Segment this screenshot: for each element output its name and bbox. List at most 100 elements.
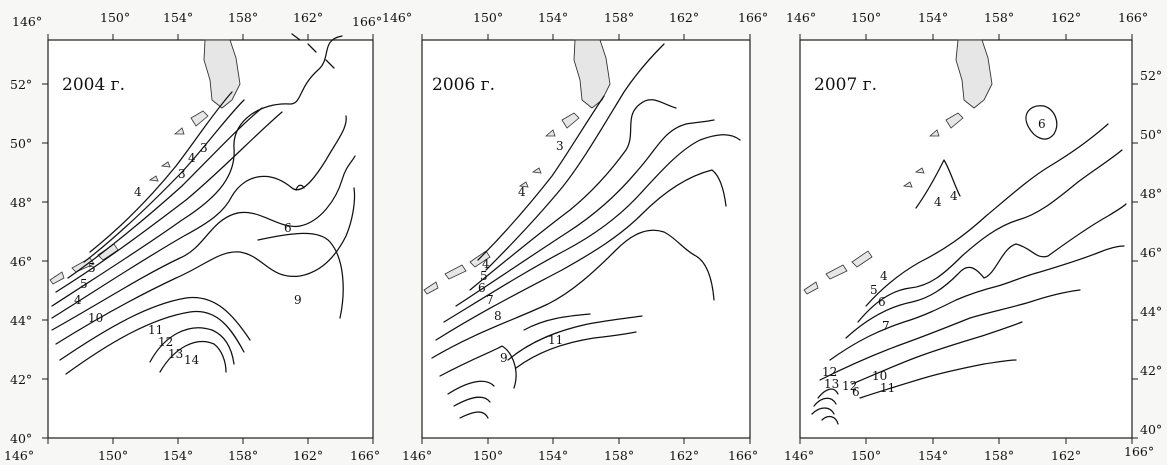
y-tick-label: 46° xyxy=(10,254,32,269)
isoline xyxy=(83,99,245,263)
isoline xyxy=(291,33,335,69)
contour-label: 6 xyxy=(478,281,486,295)
panel2-x-ticks xyxy=(421,34,751,444)
contour-label: 10 xyxy=(88,311,103,325)
kamchatka-coast xyxy=(203,39,241,109)
x-tick-label: 146° xyxy=(784,448,814,463)
island xyxy=(423,281,439,295)
isoline xyxy=(857,149,1123,323)
island xyxy=(190,110,209,127)
panel1-y-ticks xyxy=(42,83,48,439)
contour-label: 13 xyxy=(824,377,839,391)
x-tick-label: 150° xyxy=(473,448,503,463)
isoline xyxy=(845,203,1127,339)
x-tick-label: 158° xyxy=(604,10,634,25)
island xyxy=(148,175,159,182)
island xyxy=(173,127,185,135)
island xyxy=(531,167,542,174)
contour-label: 5 xyxy=(80,277,88,291)
x-tick-label: 146° xyxy=(786,10,816,25)
contour-label: 5 xyxy=(870,283,878,297)
isoline xyxy=(51,115,347,319)
kamchatka-coast xyxy=(573,39,611,109)
island xyxy=(945,112,964,129)
panel1-x-ticks xyxy=(47,34,374,444)
panel3-x-ticks xyxy=(799,34,1133,444)
island xyxy=(561,112,580,129)
kamchatka-coast xyxy=(955,39,993,109)
contour-label: 12 xyxy=(822,365,837,379)
contour-label: 11 xyxy=(148,323,163,337)
map-panel-2007: 4 4 6 4 5 6 7 10 11 12 13 12 6 2007 г. 1… xyxy=(728,10,1162,463)
x-tick-label: 154° xyxy=(918,448,948,463)
x-tick-label: 154° xyxy=(163,448,193,463)
map-panel-2004: 3 4 3 4 5 5 4 10 11 12 13 14 6 9 2004 г.… xyxy=(4,10,382,463)
y-tick-label: 44° xyxy=(10,313,32,328)
y-tick-label: 44° xyxy=(1140,304,1162,319)
isoline xyxy=(439,345,517,389)
isoline xyxy=(55,187,356,345)
y-tick-label: 48° xyxy=(10,195,32,210)
x-tick-label: 150° xyxy=(851,10,881,25)
isoline xyxy=(51,35,343,307)
x-tick-label: 158° xyxy=(984,448,1014,463)
isoline xyxy=(469,99,677,291)
x-tick-label: 162° xyxy=(293,448,323,463)
x-tick-label: 146° xyxy=(402,448,432,463)
isoline xyxy=(443,134,741,323)
contour-label: 6 xyxy=(1038,117,1046,131)
contour-label: 7 xyxy=(882,319,890,333)
island xyxy=(444,264,467,280)
contour-label: 6 xyxy=(878,295,886,309)
x-tick-label: 150° xyxy=(473,10,503,25)
x-tick-label: 158° xyxy=(604,448,634,463)
y-tick-label: 40° xyxy=(10,431,32,446)
isoline xyxy=(819,289,1081,381)
contour-label: 13 xyxy=(168,347,183,361)
panel-frame xyxy=(799,39,1133,439)
x-tick-label: 154° xyxy=(918,10,948,25)
island xyxy=(851,250,873,268)
isoline xyxy=(447,380,495,419)
contour-label: 4 xyxy=(518,185,526,199)
x-tick-label: 158° xyxy=(228,448,258,463)
x-tick-label: 146° xyxy=(4,448,34,463)
isoline xyxy=(851,321,1023,385)
contour-label: 11 xyxy=(880,381,895,395)
isoline xyxy=(89,91,233,253)
x-tick-label: 166° xyxy=(738,10,768,25)
map-panel-2006: 3 4 4 5 6 7 8 9 11 2006 г. 146° 150° 154… xyxy=(350,10,768,463)
x-tick-label: 166° xyxy=(350,448,380,463)
panel-frame xyxy=(47,39,374,439)
isoline xyxy=(859,359,1017,399)
contour-label: 9 xyxy=(500,351,508,365)
y-tick-label: 40° xyxy=(1140,422,1162,437)
isoline xyxy=(435,169,727,341)
isoline xyxy=(523,313,591,331)
island xyxy=(544,129,556,137)
x-tick-label: 162° xyxy=(1051,448,1081,463)
contour-label: 14 xyxy=(184,353,200,367)
panel3-y-ticks xyxy=(1132,83,1138,439)
isoline xyxy=(865,123,1109,307)
isoline xyxy=(515,331,637,369)
island xyxy=(902,181,913,188)
contour-label: 11 xyxy=(548,333,563,347)
y-tick-label: 42° xyxy=(1140,363,1162,378)
contour-label: 4 xyxy=(950,189,958,203)
y-tick-label: 46° xyxy=(1140,245,1162,260)
x-tick-label: 162° xyxy=(1051,10,1081,25)
contour-label: 4 xyxy=(880,269,888,283)
contour-label: 3 xyxy=(178,167,186,181)
contour-label: 3 xyxy=(200,141,208,155)
isoline xyxy=(829,245,1125,361)
y-tick-label: 50° xyxy=(10,136,32,151)
contour-label: 9 xyxy=(294,293,302,307)
y-tick-label: 48° xyxy=(1140,186,1162,201)
contour-label: 4 xyxy=(134,185,142,199)
x-tick-label: 150° xyxy=(851,448,881,463)
contour-label: 8 xyxy=(494,309,502,323)
island xyxy=(803,281,819,295)
